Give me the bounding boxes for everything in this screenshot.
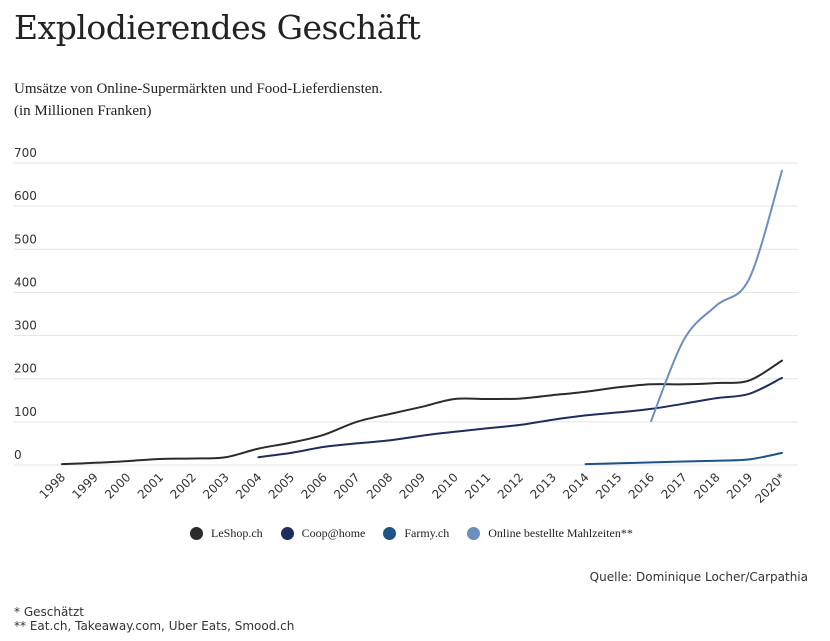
chart-title: Explodierendes Geschäft [14, 8, 421, 47]
footnote-estimated: * Geschätzt [14, 605, 85, 619]
footnotes: * Geschätzt ** Eat.ch, Takeaway.com, Ube… [14, 605, 294, 633]
footnote-meals: ** Eat.ch, Takeaway.com, Uber Eats, Smoo… [14, 619, 295, 633]
x-tick-label-2010: 2010 [429, 470, 460, 501]
y-tick-label-100: 100 [14, 405, 37, 419]
x-tick-label-2007: 2007 [331, 470, 362, 501]
x-tick-label-2009: 2009 [397, 470, 428, 501]
y-tick-label-300: 300 [14, 319, 37, 333]
legend-swatch-farmy [383, 527, 397, 540]
x-tick-label-2017: 2017 [658, 470, 689, 501]
legend-item-coop: Coop@home [280, 526, 366, 541]
x-tick-label-2012: 2012 [495, 470, 526, 501]
legend-swatch-coop [280, 527, 294, 540]
x-tick-label-2004: 2004 [233, 470, 264, 501]
legend-item-meals: Online bestellte Mahlzeiten** [467, 526, 633, 541]
x-tick-label-2014: 2014 [560, 470, 591, 501]
x-tick-label-1998: 1998 [37, 470, 68, 501]
series-line-coop [257, 376, 783, 459]
x-tick-label-2018: 2018 [691, 470, 722, 501]
legend-label-farmy: Farmy.ch [404, 526, 450, 540]
x-tick-label-1999: 1999 [69, 470, 100, 501]
y-tick-label-200: 200 [14, 362, 37, 376]
legend-swatch-meals [467, 527, 481, 540]
x-tick-label-2019: 2019 [724, 470, 755, 501]
x-tick-label-2005: 2005 [266, 470, 297, 501]
x-tick-label-2020: 2020* [752, 470, 788, 506]
legend-label-leshop: LeShop.ch [211, 526, 263, 540]
x-tick-label-2006: 2006 [298, 470, 329, 501]
series-line-leshop [61, 359, 783, 466]
chart-legend: LeShop.ch Coop@home Farmy.ch Online best… [190, 526, 633, 541]
legend-label-meals: Online bestellte Mahlzeiten** [488, 526, 633, 540]
legend-swatch-leshop [190, 527, 203, 540]
y-tick-label-0: 0 [14, 448, 22, 462]
y-tick-label-600: 600 [14, 189, 37, 203]
source-note: Quelle: Dominique Locher/Carpathia [589, 570, 808, 584]
x-tick-label-2011: 2011 [462, 470, 493, 501]
chart-subtitle: Umsätze von Online-Supermärkten und Food… [14, 78, 383, 122]
legend-item-leshop: LeShop.ch [190, 526, 263, 541]
x-tick-label-2016: 2016 [626, 470, 657, 501]
subtitle-line-1: Umsätze von Online-Supermärkten und Food… [14, 81, 383, 97]
y-tick-label-400: 400 [14, 275, 37, 289]
x-tick-label-2002: 2002 [168, 470, 199, 501]
x-tick-label-2008: 2008 [364, 470, 395, 501]
x-tick-label-2015: 2015 [593, 470, 624, 501]
x-tick-label-2013: 2013 [528, 470, 559, 501]
y-tick-label-700: 700 [14, 146, 37, 160]
legend-item-farmy: Farmy.ch [383, 526, 449, 541]
x-tick-label-2001: 2001 [135, 470, 166, 501]
x-tick-label-2000: 2000 [102, 470, 133, 501]
series-line-farmy [584, 451, 783, 466]
series-line-meals [650, 169, 783, 422]
legend-label-coop: Coop@home [301, 526, 366, 540]
subtitle-line-2: (in Millionen Franken) [14, 103, 152, 119]
y-tick-label-500: 500 [14, 232, 37, 246]
x-tick-label-2003: 2003 [200, 470, 231, 501]
